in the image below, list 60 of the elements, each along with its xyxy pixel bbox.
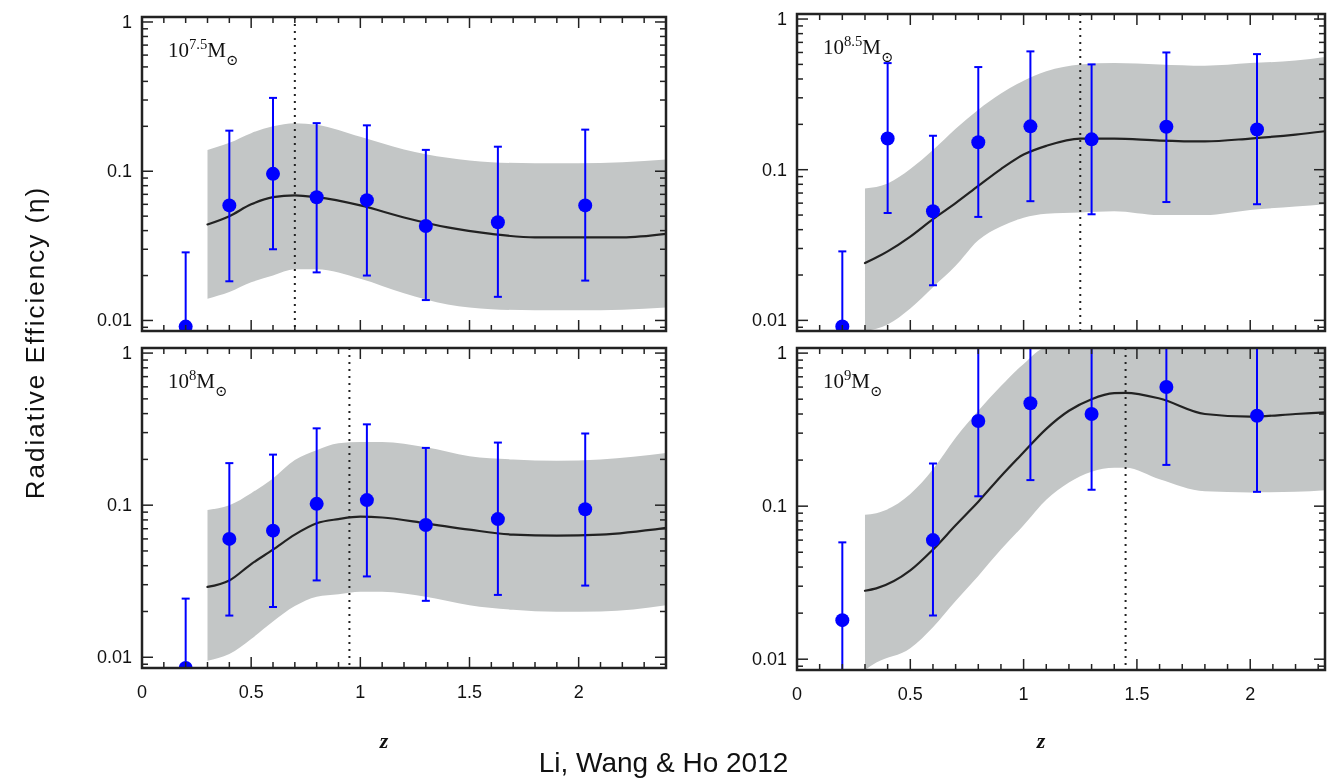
point <box>1023 119 1038 134</box>
y-tick-label: 0.1 <box>106 495 132 516</box>
text: Li, Wang & Ho 2012 <box>538 747 789 778</box>
x-axis-title: z <box>378 728 389 753</box>
point <box>178 319 193 331</box>
y-tick-label: 0.1 <box>761 159 787 180</box>
x-tick-label: 0.5 <box>238 682 264 702</box>
annotation: 10$^{8}$M$_{⊙}$ <box>168 367 228 399</box>
x-axis-title: z <box>1035 728 1046 753</box>
y-tick-label: 0.01 <box>751 649 787 670</box>
y-tick-label: 0.1 <box>106 161 132 182</box>
point <box>880 131 895 146</box>
x-tick-label: 1.5 <box>456 682 483 702</box>
point <box>309 190 324 205</box>
y-tick-label: 0.01 <box>96 647 132 668</box>
annotation: 10$^{9}$M$_{⊙}$ <box>823 367 883 399</box>
x-tick-label: 1.5 <box>1124 684 1150 704</box>
x-tick-label: 0.5 <box>897 684 923 704</box>
y-axis-title: Radiative Efficiency (η) <box>20 185 50 500</box>
point <box>309 496 324 511</box>
point <box>490 215 505 230</box>
point <box>835 319 850 331</box>
y-tick-label: 0.1 <box>761 496 787 517</box>
point <box>222 531 237 546</box>
y-tick-label: 1 <box>776 9 787 30</box>
point <box>222 198 237 213</box>
y-tick-label: 0.01 <box>96 310 132 331</box>
point <box>971 414 986 429</box>
x-tick-label: 0 <box>791 684 803 704</box>
point <box>578 502 593 517</box>
y-tick-label: 1 <box>121 343 132 364</box>
point <box>1084 407 1099 422</box>
point <box>578 198 593 213</box>
point <box>925 533 940 548</box>
point <box>1159 119 1174 134</box>
point <box>1250 408 1265 423</box>
x-tick-label: 1 <box>1018 684 1029 704</box>
x-tick-label: 2 <box>1245 684 1256 704</box>
point <box>971 135 986 150</box>
point <box>359 493 374 508</box>
point <box>1159 380 1174 395</box>
point <box>418 518 433 533</box>
point <box>1250 122 1265 137</box>
x-tick-label: 2 <box>573 682 584 702</box>
y-tick-label: 1 <box>121 11 132 32</box>
point <box>925 204 940 219</box>
annotation: 10$^{7.5}$M$_{⊙}$ <box>168 36 239 68</box>
y-tick-label: 1 <box>776 343 787 364</box>
point <box>418 218 433 233</box>
point <box>266 523 280 538</box>
point <box>266 166 280 181</box>
point <box>835 613 850 628</box>
point <box>359 193 374 208</box>
point <box>1084 132 1099 147</box>
y-tick-label: 0.01 <box>751 310 787 331</box>
x-tick-label: 1 <box>355 682 366 702</box>
x-tick-label: 0 <box>136 682 148 702</box>
point <box>490 512 505 527</box>
point <box>1023 396 1038 411</box>
annotation: 10$^{8.5}$M$_{⊙}$ <box>823 33 894 65</box>
